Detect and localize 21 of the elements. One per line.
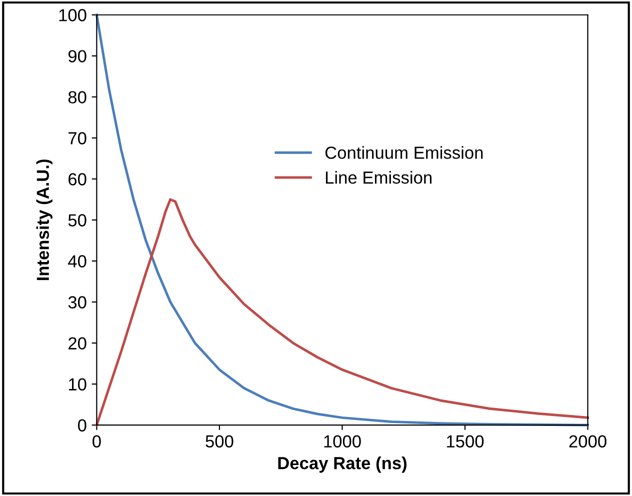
x-tick-label: 1000 [324, 435, 361, 448]
y-tick-label: 100 [59, 9, 86, 22]
legend-label: Continuum Emission [325, 146, 483, 159]
x-tick-label: 0 [92, 435, 101, 448]
x-tick-label: 500 [206, 435, 234, 448]
legend-label: Line Emission [326, 170, 432, 184]
y-tick-label: 0 [78, 419, 86, 432]
y-tick-label: 60 [68, 173, 86, 186]
y-tick-label: 10 [68, 378, 86, 391]
line-series [95, 14, 590, 426]
y-tick-label: 90 [68, 50, 86, 62]
x-axis-title: Decay Rate (ns) [278, 456, 406, 473]
y-tick-label: 80 [68, 91, 86, 104]
y-tick-label: 30 [68, 296, 86, 308]
y-axis-title: Intensity (A.U.) [36, 160, 52, 280]
x-tick-label: 1500 [447, 435, 484, 448]
y-tick-label: 50 [68, 214, 86, 226]
x-tick-label: 2000 [569, 435, 606, 448]
y-tick-label: 40 [68, 255, 86, 268]
y-tick-label: 70 [68, 132, 86, 144]
y-tick-label: 20 [68, 337, 86, 350]
